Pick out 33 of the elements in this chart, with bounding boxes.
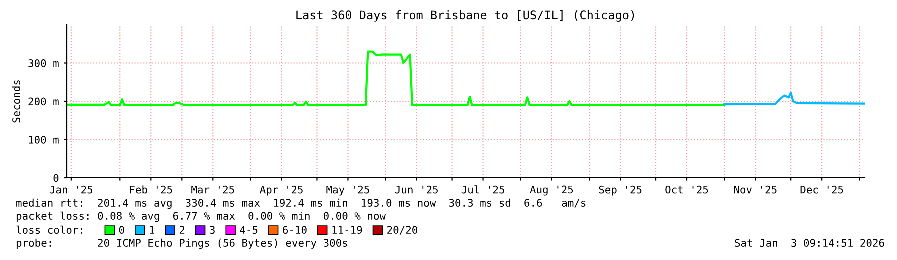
y-tick-label: 100 m (29, 136, 59, 144)
legend-label: 11-19 (332, 226, 362, 234)
text: median rtt: 201.4 ms avg 330.4 ms max 192.4 ms min 193.0 ms now 30.3 ms sd 6.6 am/s (16, 198, 586, 210)
y-axis-title: Seconds (12, 80, 20, 123)
x-tick-label: Mar '25 (192, 186, 234, 194)
x-tick-label: Aug '25 (530, 186, 574, 196)
legend-title: loss color: (16, 226, 82, 234)
x-tick-label: Dec '25 (800, 186, 844, 194)
x-tick-label: Feb '25 (130, 186, 172, 194)
text: Sat Jan 3 09:14:51 2026 (735, 239, 884, 248)
text: probe: 20 ICMP Echo Pings (56 Bytes) every 300s (16, 238, 348, 250)
x-tick-label: Oct '25 (666, 186, 708, 194)
y-tick-label: 0 (54, 174, 59, 182)
line-series (724, 92, 865, 106)
legend-label: 2 (180, 226, 185, 234)
legend-label: 20/20 (388, 226, 418, 235)
text: packet loss: 0.08 % avg 6.77 % max 0.00 % min 0.00 % now (16, 212, 386, 222)
legend-label: 4-5 (240, 226, 258, 234)
legend-label: 3 (210, 226, 215, 234)
x-tick-label: Jun '25 (395, 186, 438, 194)
legend-label: 1 (150, 226, 155, 234)
y-tick-label: 300 m (28, 60, 59, 68)
x-tick-label: Jul '25 (462, 186, 504, 194)
x-tick-label: Apr '25 (260, 186, 303, 196)
chart-title: Last 360 Days from Brisbane to [US/IL] (Chicago) (296, 10, 634, 22)
x-tick-label: Nov '25 (734, 186, 777, 194)
legend-label: 0 (119, 226, 124, 234)
line-series (67, 50, 726, 106)
x-tick-label: May '25 (326, 186, 370, 196)
legend-label: 6-10 (283, 226, 307, 234)
x-tick-label: Sep '25 (599, 186, 642, 196)
y-tick-label: 200 m (28, 98, 59, 106)
x-tick-label: Jan '25 (50, 186, 93, 194)
